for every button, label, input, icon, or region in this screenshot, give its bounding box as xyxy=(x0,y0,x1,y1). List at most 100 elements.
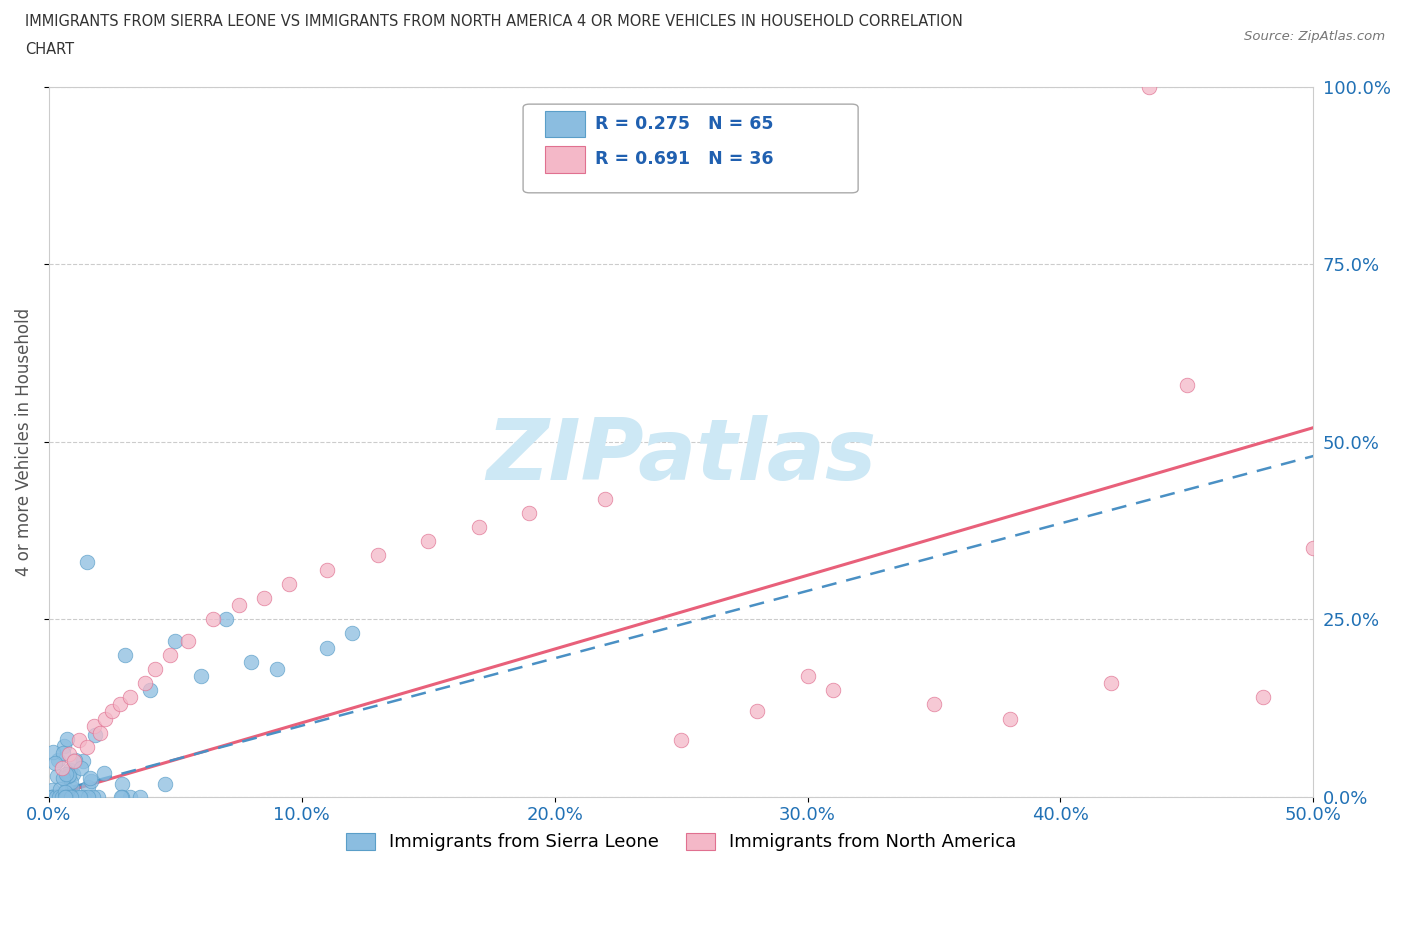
Point xyxy=(165,633,187,648)
Point xyxy=(41,790,63,804)
Point xyxy=(72,753,94,768)
Point xyxy=(79,771,101,786)
Point xyxy=(922,697,945,711)
Point xyxy=(278,577,301,591)
Point xyxy=(55,790,77,804)
Point xyxy=(93,711,115,726)
Point xyxy=(66,790,89,804)
Text: ZIPatlas: ZIPatlas xyxy=(486,415,876,498)
Point xyxy=(129,790,152,804)
Point xyxy=(83,718,105,733)
Point xyxy=(77,779,100,794)
Point xyxy=(228,598,250,613)
Point xyxy=(41,790,63,804)
Point xyxy=(48,752,70,767)
Point xyxy=(67,733,90,748)
Point xyxy=(45,790,67,804)
Point xyxy=(41,790,63,804)
Point xyxy=(134,676,156,691)
Point xyxy=(998,711,1021,726)
Point xyxy=(87,790,110,804)
Point xyxy=(418,534,440,549)
Point xyxy=(1099,676,1122,691)
Point xyxy=(1251,690,1274,705)
Point xyxy=(55,781,77,796)
FancyBboxPatch shape xyxy=(523,104,858,193)
Point xyxy=(52,746,75,761)
Point xyxy=(59,788,82,803)
Point xyxy=(80,774,103,789)
Point xyxy=(114,647,136,662)
Point xyxy=(468,520,491,535)
Point xyxy=(62,780,84,795)
Point xyxy=(745,704,768,719)
Point xyxy=(53,784,76,799)
Point xyxy=(120,790,142,804)
Point xyxy=(60,775,83,790)
Point xyxy=(41,783,63,798)
Point xyxy=(240,655,263,670)
Point xyxy=(63,752,86,767)
Point xyxy=(139,683,162,698)
Point xyxy=(215,612,238,627)
Point xyxy=(1137,80,1160,95)
Point xyxy=(55,766,77,781)
Point xyxy=(821,683,844,698)
Point xyxy=(316,562,339,577)
Point xyxy=(70,761,93,776)
Point xyxy=(118,690,141,705)
Text: Source: ZipAtlas.com: Source: ZipAtlas.com xyxy=(1244,30,1385,43)
Point xyxy=(593,491,616,506)
Text: IMMIGRANTS FROM SIERRA LEONE VS IMMIGRANTS FROM NORTH AMERICA 4 OR MORE VEHICLES: IMMIGRANTS FROM SIERRA LEONE VS IMMIGRAN… xyxy=(25,14,963,29)
Point xyxy=(1175,378,1198,392)
Point xyxy=(111,790,134,804)
Y-axis label: 4 or more Vehicles in Household: 4 or more Vehicles in Household xyxy=(15,308,32,576)
Point xyxy=(153,777,176,791)
Point xyxy=(796,669,818,684)
Point xyxy=(56,731,79,746)
Point xyxy=(202,612,225,627)
Point xyxy=(58,747,80,762)
Point xyxy=(83,728,105,743)
Point xyxy=(72,790,94,804)
Point xyxy=(93,765,115,780)
Point xyxy=(62,766,84,781)
Point xyxy=(342,626,364,641)
Point xyxy=(76,790,98,804)
Point xyxy=(52,739,75,754)
Point xyxy=(56,790,79,804)
Point xyxy=(53,790,76,804)
Point xyxy=(76,739,98,754)
Point xyxy=(58,767,80,782)
Point xyxy=(60,790,83,804)
Point xyxy=(316,640,339,655)
Point xyxy=(51,761,73,776)
Point xyxy=(159,647,181,662)
Point xyxy=(519,505,541,520)
Point xyxy=(56,790,79,804)
Point xyxy=(45,768,67,783)
Point xyxy=(143,661,166,676)
Point xyxy=(669,733,692,748)
Text: CHART: CHART xyxy=(25,42,75,57)
Point xyxy=(59,763,82,777)
Point xyxy=(76,555,98,570)
Point xyxy=(56,768,79,783)
FancyBboxPatch shape xyxy=(544,111,585,138)
Point xyxy=(367,548,389,563)
Point xyxy=(110,790,132,804)
Point xyxy=(82,790,104,804)
Point xyxy=(49,781,72,796)
Text: R = 0.691   N = 36: R = 0.691 N = 36 xyxy=(595,151,773,168)
Point xyxy=(58,789,80,804)
Point xyxy=(253,591,276,605)
Point xyxy=(48,790,70,804)
Point xyxy=(52,790,75,804)
Point xyxy=(1302,541,1324,556)
Point xyxy=(69,790,91,804)
Text: R = 0.275   N = 65: R = 0.275 N = 65 xyxy=(595,115,773,133)
Point xyxy=(51,790,73,804)
Point xyxy=(266,661,288,676)
Point xyxy=(108,697,131,711)
Point xyxy=(48,790,70,804)
